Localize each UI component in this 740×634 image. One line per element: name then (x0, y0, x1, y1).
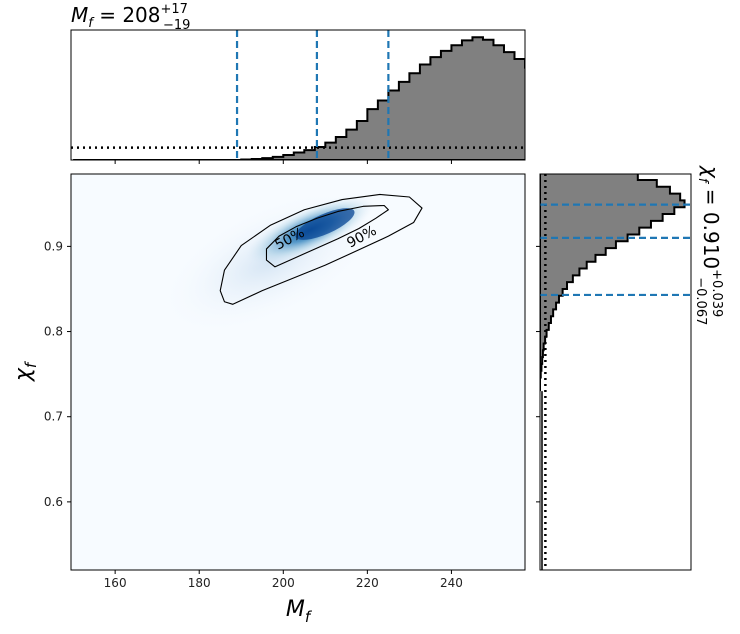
main-xtick-label-3: 220 (356, 576, 379, 590)
main-xtick-label-1: 180 (188, 576, 211, 590)
top-panel-title: Mf = 208+17 −19 (71, 2, 190, 33)
top-panel-ticks (114, 160, 452, 164)
top-histogram-bars (73, 36, 525, 160)
main-ytick-label-1: 0.7 (44, 410, 63, 424)
right-panel-ticks (536, 245, 540, 503)
credible-contours (219, 193, 423, 305)
right-quantile-lines (540, 203, 691, 297)
main-ytick-label-2: 0.8 (44, 325, 63, 339)
main-2d-panel: 50% 90% 160 180 200 220 240 0.60.70.80.9 Mf … (11, 173, 526, 626)
top-histogram (73, 36, 525, 160)
density-peak (295, 208, 355, 240)
main-xtick-label-4: 240 (440, 576, 463, 590)
main-panel-frame (70, 173, 526, 571)
main-x-ticks: 160 180 200 220 240 (104, 570, 463, 590)
right-marginal-panel: χf = 0.910+0.039−0.067 (536, 165, 724, 571)
top-marginal-panel: Mf = 208+17 −19 (70, 2, 526, 164)
right-panel-title: χf = 0.910+0.039−0.067 (693, 165, 724, 325)
contour-50 (265, 204, 389, 268)
main-xtick-label-0: 160 (104, 576, 127, 590)
right-panel-frame (539, 173, 692, 571)
contour-90 (219, 193, 423, 305)
x-axis-label: Mf (286, 597, 313, 626)
right-prior-line (541, 174, 547, 570)
main-ytick-label-0: 0.6 (44, 495, 63, 509)
main-y-ticks: 0.6 0.7 0.8 0.9 (44, 239, 71, 509)
y-axis-label: χf (11, 360, 40, 382)
main-ytick-label-3: 0.9 (44, 239, 63, 253)
density-map (159, 189, 381, 335)
top-panel-frame (70, 29, 526, 161)
main-xtick-label-2: 200 (272, 576, 295, 590)
